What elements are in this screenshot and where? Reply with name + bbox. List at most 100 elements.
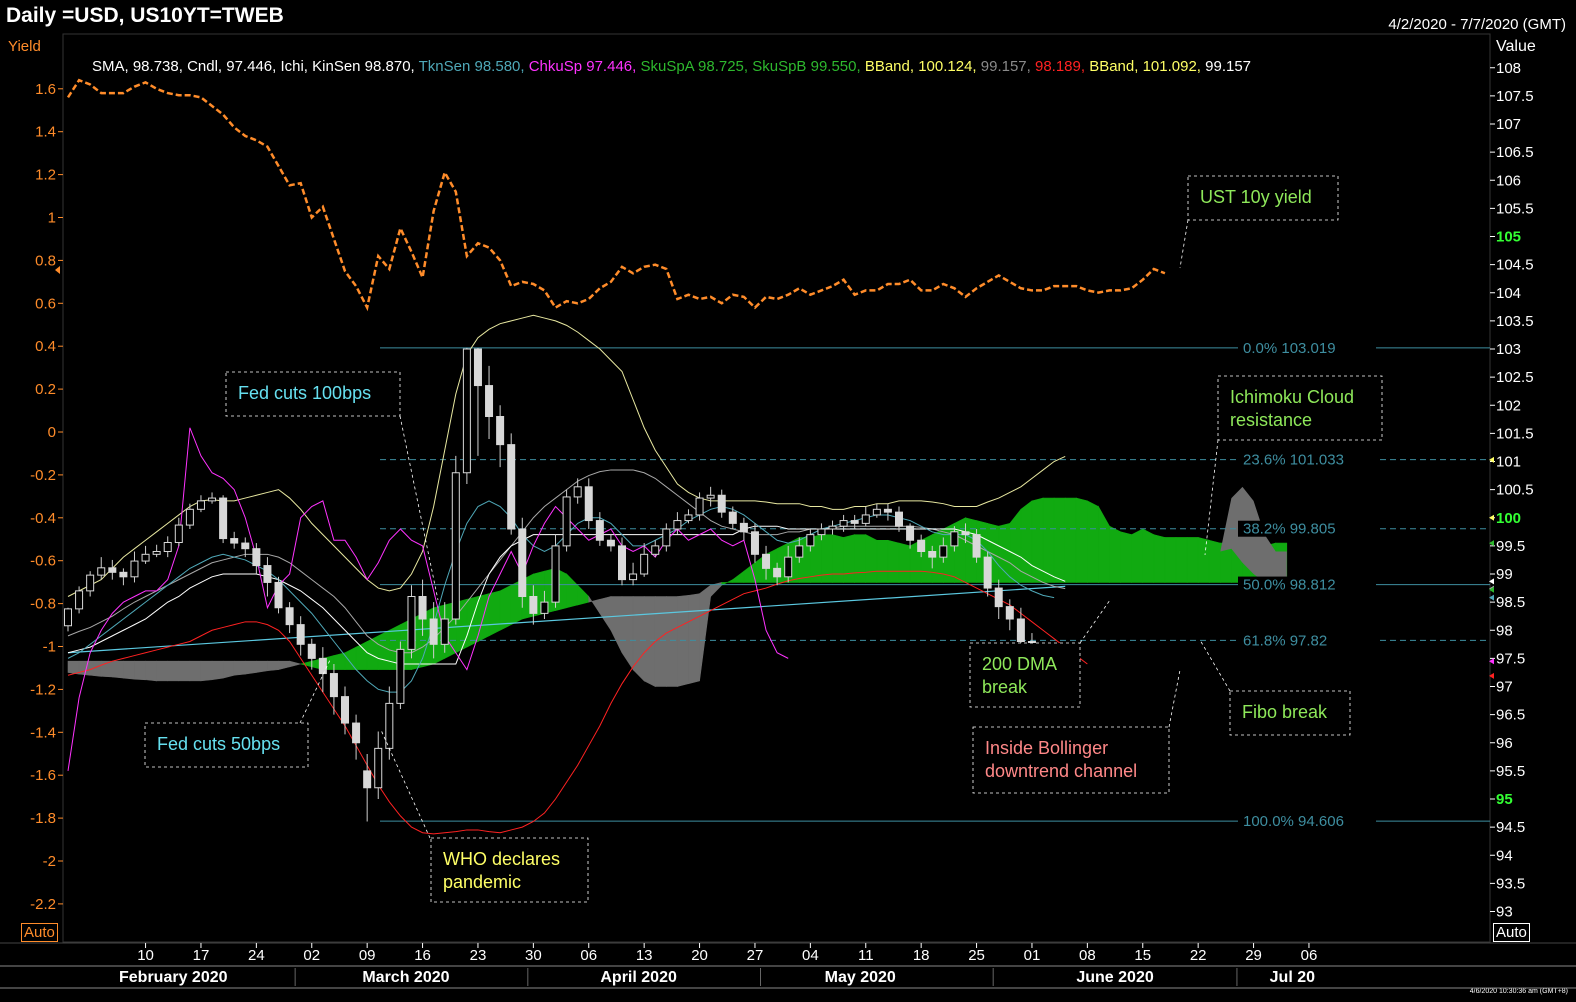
yield-line	[66, 78, 1166, 312]
right-tick-label: 105	[1496, 229, 1521, 246]
ichimoku-cloud-segment	[189, 660, 202, 682]
candle-body	[928, 551, 937, 558]
annotation-box	[1187, 175, 1339, 221]
ichimoku-cloud-segment	[355, 641, 368, 670]
ichimoku-cloud-segment	[643, 596, 656, 687]
right-axis-label: Value	[1496, 38, 1536, 55]
month-label: April 2020	[600, 969, 677, 986]
auto-scale-left-button[interactable]: Auto	[21, 923, 58, 942]
month-label: March 2020	[362, 969, 449, 986]
ichimoku-cloud-segment	[666, 596, 678, 687]
candle-body	[163, 542, 172, 552]
candle-body	[263, 565, 272, 583]
right-tick-label: 101	[1496, 454, 1521, 471]
chart-date-range: 4/2/2020 - 7/7/2020 (GMT)	[1388, 16, 1566, 33]
candle-body	[961, 531, 970, 536]
candle-body	[119, 571, 128, 578]
ichimoku-cloud-segment	[1009, 508, 1022, 583]
ichimoku-cloud-segment	[632, 596, 645, 682]
right-tick-label: 100.5	[1496, 482, 1534, 499]
fib-level-label: 61.8% 97.82	[1243, 632, 1327, 649]
legend-item: ChkuSp 97.446,	[528, 58, 641, 75]
left-tick-label: 1.4	[35, 124, 56, 141]
legend-bar: SMA, 98.738, Cndl, 97.446, Ichi, KinSen …	[92, 58, 1251, 75]
fib-label-bg	[1238, 632, 1376, 649]
ichimoku-cloud-segment	[621, 596, 634, 671]
legend-item: SkuSpA 98.725,	[640, 58, 753, 75]
annotation-box	[972, 726, 1170, 794]
price-marker	[1489, 456, 1494, 463]
candle-body	[174, 524, 183, 543]
candle-body	[662, 528, 671, 547]
ichimoku-cloud-segment	[333, 652, 346, 670]
candle-body	[407, 596, 416, 650]
left-tick-label: -2.2	[30, 896, 56, 913]
auto-scale-right-button[interactable]: Auto	[1493, 923, 1530, 942]
ichimoku-cloud-segment	[167, 660, 180, 682]
candle-body	[141, 553, 150, 562]
annotation-leader	[1168, 669, 1181, 728]
right-tick-label: 98	[1496, 622, 1513, 639]
price-marker	[1489, 514, 1494, 521]
ichimoku-cloud-segment	[954, 517, 966, 583]
left-tick-label: 0	[48, 424, 56, 441]
annotation-leader	[1199, 639, 1231, 692]
ichimoku-cloud-segment	[222, 660, 235, 679]
candle-body	[518, 528, 527, 597]
left-tick-label: 0.4	[35, 338, 56, 355]
candle-body	[706, 494, 715, 499]
ichimoku-cloud-segment	[677, 595, 689, 687]
price-marker	[1489, 578, 1494, 585]
left-tick-label: 1.2	[35, 167, 56, 184]
left-tick-label: -1.6	[30, 767, 56, 784]
right-tick-label: 103.5	[1496, 313, 1534, 330]
candle-body	[939, 545, 948, 558]
fib-level-label: 38.2% 99.805	[1243, 521, 1336, 538]
x-tick-label: 15	[1134, 947, 1151, 964]
price-marker	[1489, 540, 1494, 547]
fib-level-label: 50.0% 98.812	[1243, 577, 1336, 594]
annotation-box	[1217, 375, 1383, 441]
candle-body	[839, 520, 848, 527]
annotation-box	[225, 371, 401, 417]
fib-label-bg	[1238, 520, 1376, 537]
tenkan-line	[67, 500, 1055, 693]
ichimoku-cloud-segment	[566, 573, 578, 609]
candle-body	[473, 348, 482, 387]
fib-label-bg	[1238, 451, 1376, 468]
fib-label-bg	[1238, 813, 1376, 830]
bband-upper-line	[67, 314, 1066, 597]
candle-body	[219, 497, 228, 540]
annotation-text: Fed cuts 100bps	[238, 383, 371, 403]
right-tick-label: 93	[1496, 904, 1513, 921]
x-tick-label: 06	[1301, 947, 1318, 964]
annotation-text: Ichimoku Cloud	[1230, 387, 1354, 407]
candle-body	[972, 534, 981, 558]
ichimoku-cloud-segment	[1087, 500, 1099, 583]
candle-body	[75, 590, 84, 610]
candle-body	[451, 472, 460, 620]
ichimoku-cloud-segment	[267, 660, 279, 672]
candle-body	[385, 702, 394, 749]
ichimoku-cloud-segment	[1031, 497, 1044, 583]
x-tick-label: 23	[470, 947, 487, 964]
right-tick-label: 104.5	[1496, 257, 1534, 274]
ichimoku-cloud-segment	[1153, 534, 1166, 583]
candle-body	[230, 538, 239, 544]
candle-body	[196, 500, 205, 510]
candle-body	[86, 574, 95, 592]
candle-body	[208, 497, 217, 502]
right-tick-label: 106	[1496, 172, 1521, 189]
ichimoku-cloud-segment	[854, 534, 867, 583]
candle-body	[485, 385, 494, 417]
ichimoku-cloud-segment	[1208, 539, 1221, 583]
ichimoku-cloud-segment	[1131, 528, 1144, 583]
candle-body	[861, 514, 870, 524]
candle-body	[728, 511, 737, 524]
x-tick-label: 30	[525, 947, 542, 964]
ichimoku-cloud-segment	[200, 660, 213, 682]
timestamp: 4/6/2020 10:30:36 am (GMT+8)	[1469, 988, 1568, 995]
annotation-text: Fibo break	[1242, 702, 1328, 722]
left-tick-label: 0.6	[35, 295, 56, 312]
